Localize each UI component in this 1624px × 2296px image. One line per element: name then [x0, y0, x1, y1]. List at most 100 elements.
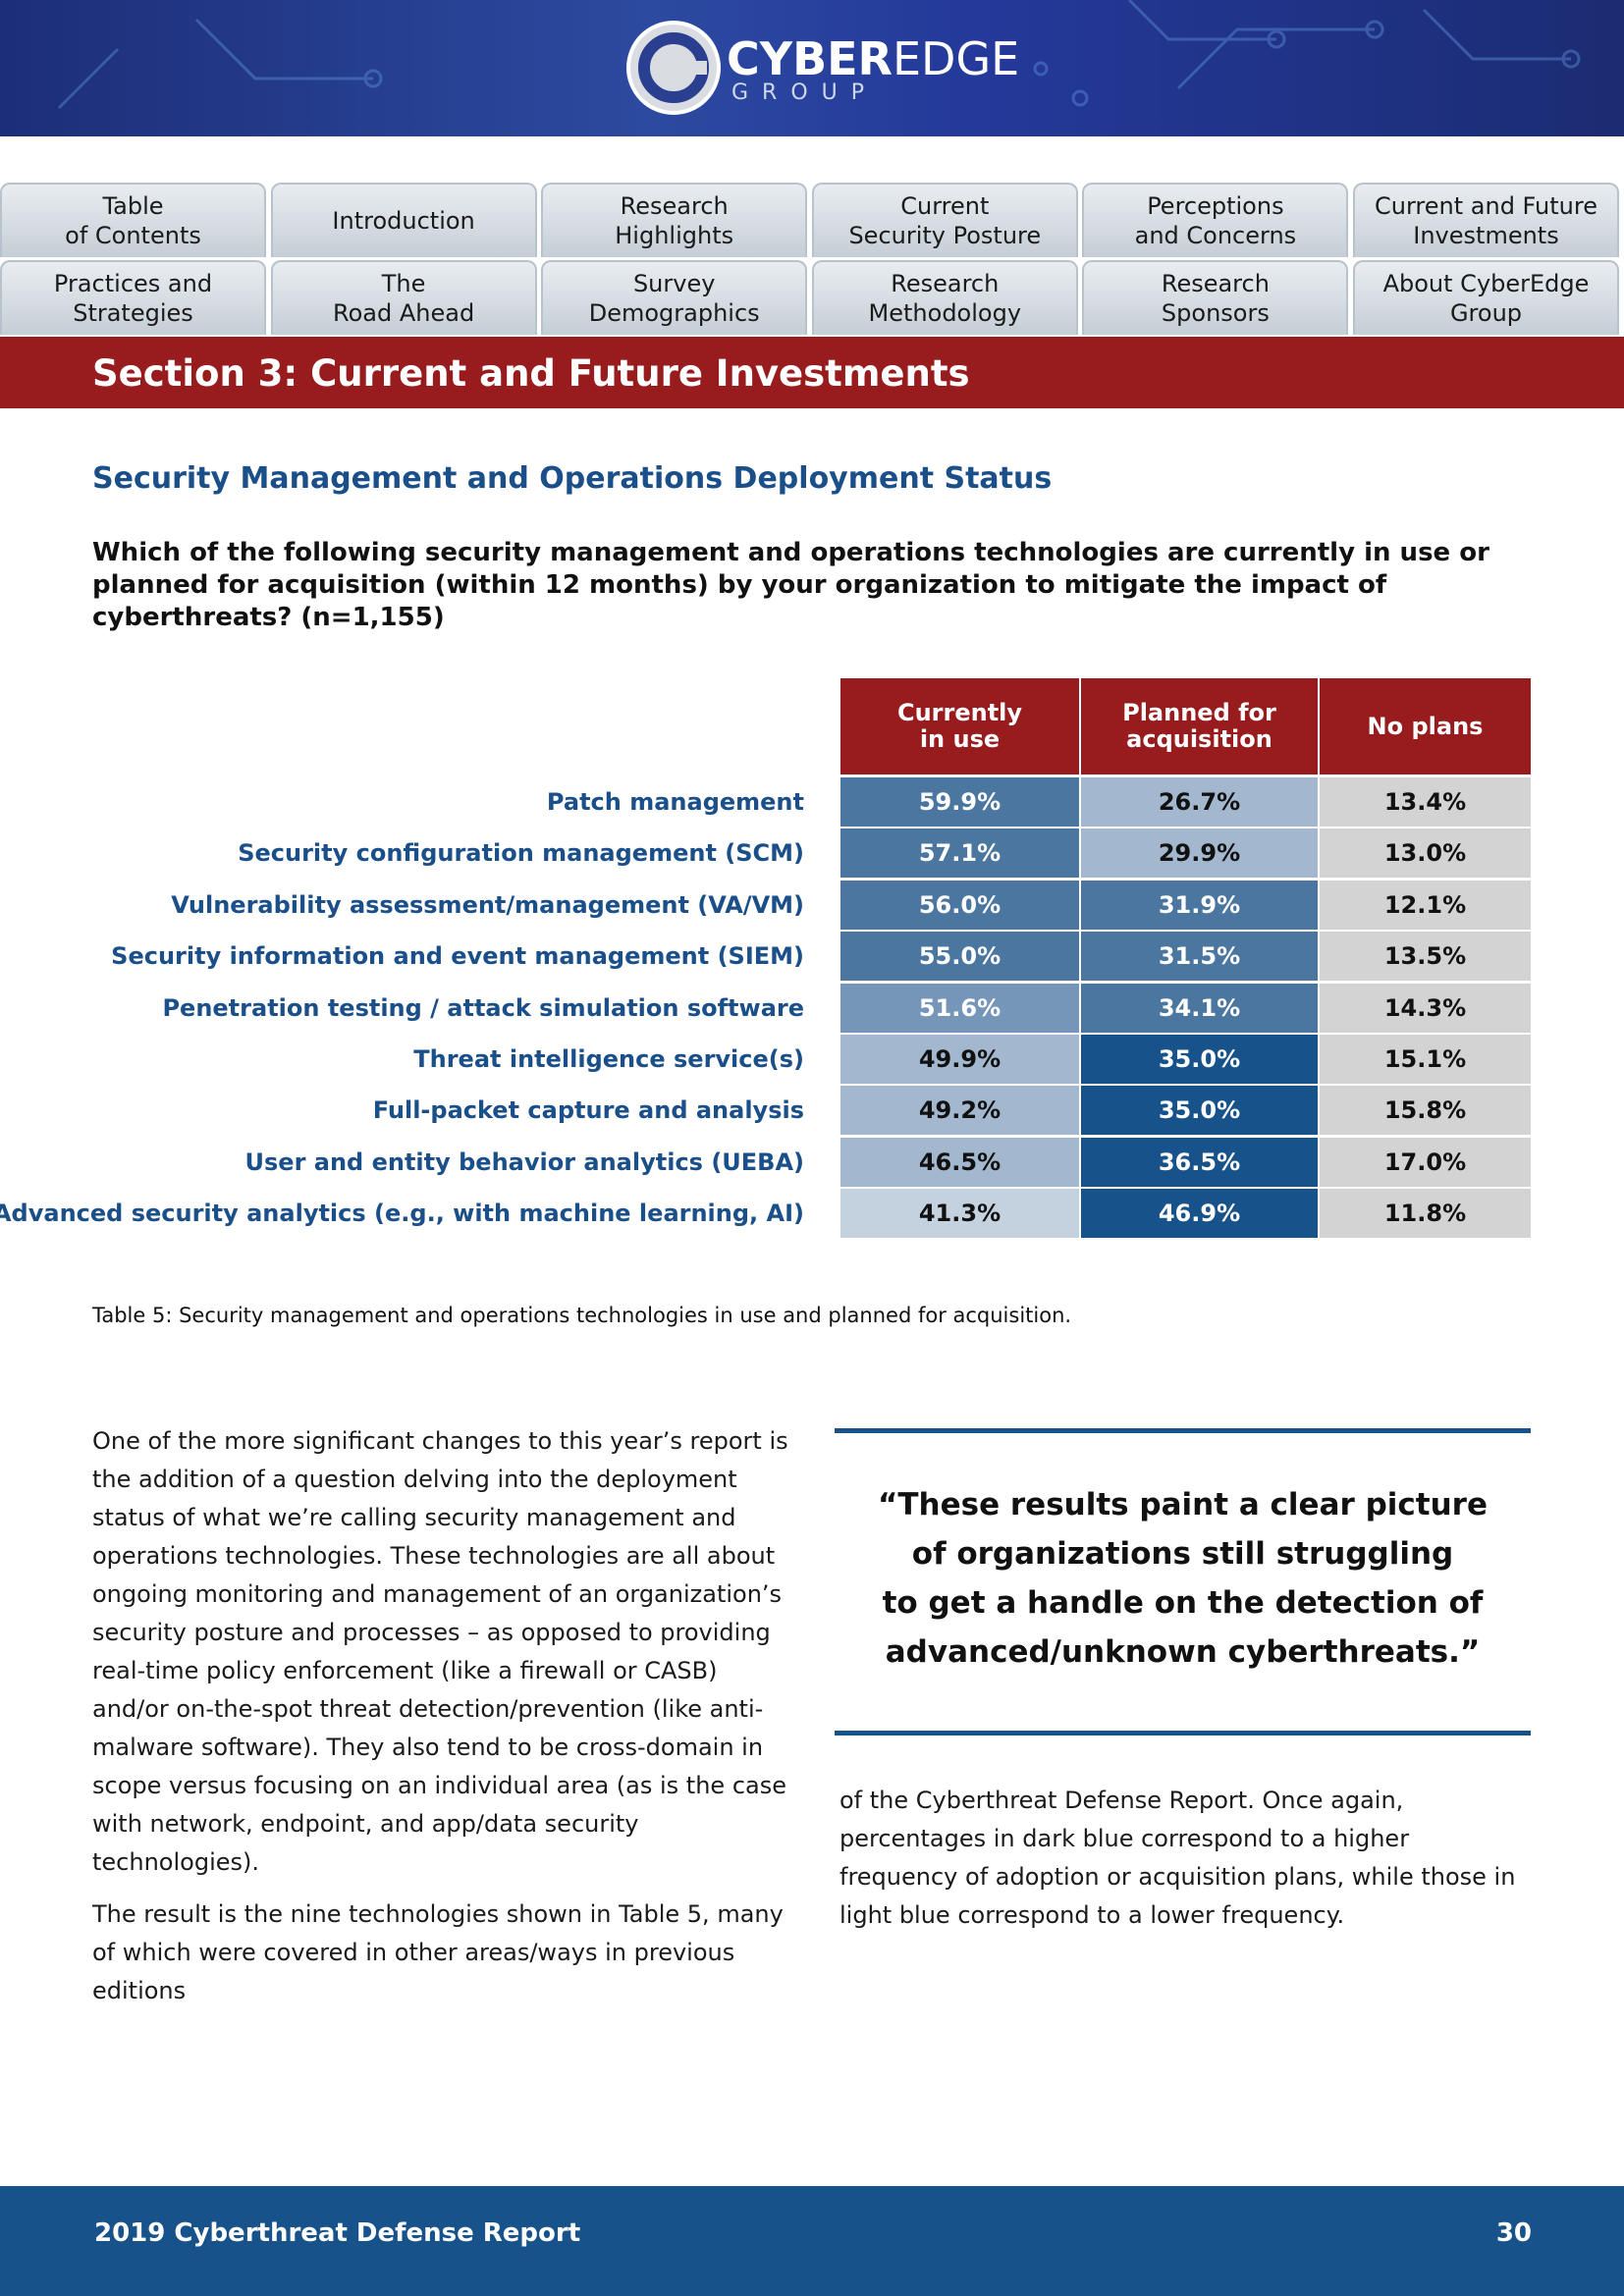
nav-tab[interactable]: The Road Ahead: [270, 260, 537, 335]
line: Survey: [632, 270, 716, 297]
table-cell: 41.3%: [840, 1189, 1079, 1239]
line: “These results paint a clear picture: [878, 1487, 1488, 1522]
heading: Security Management and Operations Deplo…: [92, 461, 1053, 496]
row-label: Advanced security analytics (e.g., with …: [0, 1200, 804, 1228]
line: Current: [900, 192, 990, 220]
line: Security Posture: [848, 222, 1042, 249]
row-label: Security information and event managemen…: [111, 942, 804, 971]
table-cell: 56.0%: [840, 880, 1079, 930]
nav-tab[interactable]: Practices and Strategies: [0, 260, 266, 335]
paragraph: The result is the nine technologies show…: [92, 1900, 784, 2004]
table-cell: 34.1%: [1081, 983, 1318, 1033]
line: and Concerns: [1134, 222, 1297, 249]
nav-tab[interactable]: Survey Demographics: [541, 260, 808, 335]
table-cell: 35.0%: [1081, 1086, 1318, 1136]
line: Demographics: [588, 299, 760, 327]
line: Research: [1161, 270, 1270, 297]
row-label: Penetration testing / attack simulation …: [162, 993, 804, 1022]
table-cell: 31.5%: [1081, 932, 1318, 982]
nav-tab[interactable]: Research Highlights: [541, 183, 808, 257]
table-cell: 31.9%: [1081, 880, 1318, 930]
table-cell: 46.9%: [1081, 1189, 1318, 1239]
line: Currently: [896, 699, 1023, 726]
row-label: Vulnerability assessment/management (VA/…: [171, 890, 804, 919]
footer: [0, 2186, 1624, 2296]
line: to get a handle on the detection of: [882, 1585, 1484, 1621]
row-label: Threat intelligence service(s): [413, 1045, 804, 1073]
table-cell: 13.4%: [1320, 777, 1531, 827]
line: Introduction: [332, 207, 475, 235]
table-cell: 26.7%: [1081, 777, 1318, 827]
line: Highlights: [615, 222, 734, 249]
table-cell: 29.9%: [1081, 828, 1318, 879]
line: Group: [1449, 299, 1523, 327]
table-cell: 13.0%: [1320, 828, 1531, 879]
question: Which of the following security manageme…: [92, 538, 1489, 632]
logo-text: CYBEREDGE: [727, 32, 1019, 85]
page-number: 30: [1495, 2218, 1532, 2248]
table-cell: 14.3%: [1320, 983, 1531, 1033]
line: Research: [620, 192, 729, 220]
section-bar: [0, 337, 1624, 408]
row-label: Patch management: [546, 788, 804, 816]
line: No plans: [1367, 712, 1484, 740]
line: Sponsors: [1161, 299, 1270, 327]
table-cell: 46.5%: [840, 1137, 1079, 1187]
table-cell: 36.5%: [1081, 1137, 1318, 1187]
table-cell: 57.1%: [840, 828, 1079, 879]
logo: CYBEREDGE GROUP: [57, 0, 1581, 115]
quote-rule: [835, 1428, 1531, 1433]
body-right: of the Cyberthreat Defense Report. Once …: [839, 1787, 1516, 1929]
caption: Table 5: Security management and operati…: [92, 1304, 1072, 1327]
table-cell: 17.0%: [1320, 1137, 1531, 1187]
line: of organizations still struggling: [911, 1536, 1454, 1572]
paragraph: One of the more significant changes to t…: [92, 1427, 788, 1876]
row-label: Full-packet capture and analysis: [372, 1096, 804, 1125]
table-cell: 11.8%: [1320, 1189, 1531, 1239]
nav-tab[interactable]: Research Methodology: [811, 260, 1078, 335]
line: of Contents: [65, 222, 201, 249]
nav-tab[interactable]: Current and Future Investments: [1353, 183, 1619, 257]
column-header: Planned for acquisition: [1081, 678, 1318, 774]
section-title: Section 3: Current and Future Investment…: [92, 352, 970, 395]
line: Current and Future: [1375, 192, 1597, 220]
line: Perceptions: [1147, 192, 1284, 220]
line: The: [381, 270, 426, 297]
line: Road Ahead: [333, 299, 475, 327]
table-cell: 35.0%: [1081, 1035, 1318, 1084]
nav-tab[interactable]: Current Security Posture: [811, 183, 1078, 257]
table-cell: 12.1%: [1320, 880, 1531, 930]
line: Investments: [1413, 222, 1559, 249]
table-cell: 59.9%: [840, 777, 1079, 827]
quote-rule: [835, 1731, 1531, 1735]
table-cell: 15.8%: [1320, 1086, 1531, 1136]
line: Planned for: [1122, 699, 1276, 726]
table-cell: 15.1%: [1320, 1035, 1531, 1084]
table-cell: 49.2%: [840, 1086, 1079, 1136]
table-cell: 13.5%: [1320, 932, 1531, 982]
line: Research: [891, 270, 1000, 297]
nav-tab[interactable]: About CyberEdge Group: [1353, 260, 1619, 335]
table-cell: 51.6%: [840, 983, 1079, 1033]
table-cell: 49.9%: [840, 1035, 1079, 1084]
line: Strategies: [73, 299, 193, 327]
logo-light: EDGE: [893, 32, 1019, 85]
nav-tab[interactable]: Table of Contents: [0, 183, 266, 257]
line: Methodology: [868, 299, 1022, 327]
logo-sub: GROUP: [731, 80, 878, 105]
column-header: Currently in use: [840, 678, 1079, 774]
line: Table: [102, 192, 164, 220]
line: About CyberEdge: [1382, 270, 1590, 297]
column-header: No plans: [1320, 678, 1531, 774]
nav-tab[interactable]: Introduction: [270, 183, 537, 257]
line: Practices and: [53, 270, 213, 297]
line: acquisition: [1126, 725, 1272, 753]
quote: “These results paint a clear picture of o…: [835, 1480, 1531, 1677]
footer-title: 2019 Cyberthreat Defense Report: [94, 2218, 581, 2248]
logo-bold: CYBER: [727, 32, 893, 85]
row-label: User and entity behavior analytics (UEBA…: [244, 1148, 804, 1176]
nav-tab[interactable]: Perceptions and Concerns: [1082, 183, 1349, 257]
line: in use: [919, 725, 1001, 753]
nav-tab[interactable]: Research Sponsors: [1082, 260, 1349, 335]
